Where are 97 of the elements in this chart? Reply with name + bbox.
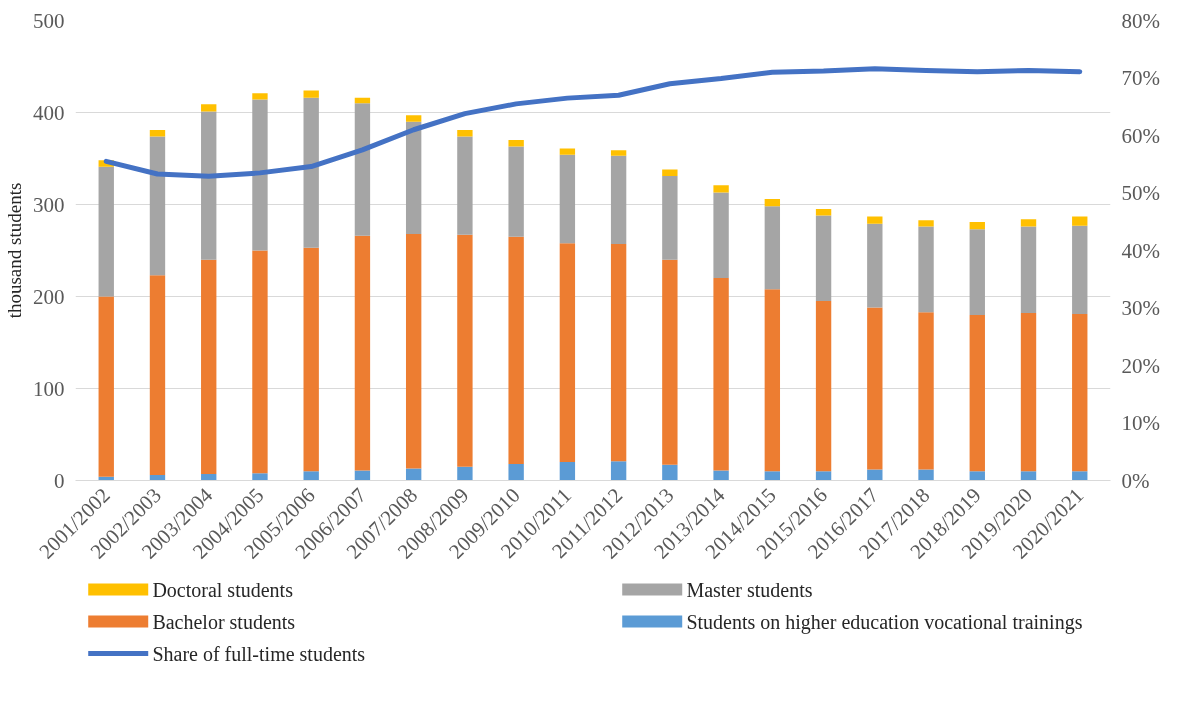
bar	[918, 312, 934, 470]
bar	[303, 90, 319, 98]
bar	[764, 206, 781, 290]
bar	[405, 468, 422, 481]
bar	[1020, 226, 1037, 314]
bar	[1072, 471, 1088, 481]
bar	[815, 301, 832, 472]
bar	[1072, 313, 1088, 472]
bar	[1072, 216, 1088, 226]
bar	[354, 235, 371, 471]
bar	[559, 148, 576, 155]
bar	[662, 259, 678, 465]
bar	[662, 169, 678, 176]
bar	[508, 140, 524, 147]
legend-label: Doctoral students	[152, 578, 294, 601]
bar	[98, 166, 114, 297]
bar	[405, 115, 422, 122]
bar	[98, 296, 114, 477]
bar	[610, 244, 627, 462]
bar	[252, 473, 268, 481]
bar	[303, 247, 319, 472]
y2-tick-label: 20%	[1121, 353, 1160, 378]
bar	[508, 236, 524, 464]
y-axis-title: thousand students	[4, 182, 25, 319]
y-tick-label: 400	[33, 100, 65, 125]
bar	[149, 275, 166, 475]
bar	[764, 198, 781, 207]
bar	[918, 220, 934, 227]
y2-tick-label: 60%	[1121, 123, 1160, 148]
bar	[201, 111, 217, 260]
legend-label: Share of full-time students	[152, 642, 366, 665]
bar	[457, 466, 473, 481]
bar	[1020, 471, 1037, 481]
bar	[662, 464, 678, 481]
bar	[252, 250, 268, 474]
bar	[354, 470, 371, 481]
bar	[713, 185, 729, 193]
y2-tick-label: 30%	[1121, 296, 1160, 320]
legend-label: Bachelor students	[152, 610, 296, 633]
bar	[559, 243, 576, 463]
bar	[867, 216, 883, 224]
bar	[815, 209, 832, 216]
y-tick-label: 0	[54, 468, 65, 493]
bar	[303, 97, 319, 248]
bar	[610, 150, 627, 156]
y-tick-label: 500	[33, 8, 65, 33]
y-tick-label: 100	[33, 376, 65, 401]
bar	[201, 474, 217, 481]
bar	[201, 104, 217, 112]
bar	[662, 175, 678, 260]
bar	[764, 289, 781, 472]
bar	[867, 469, 883, 481]
bar	[969, 229, 985, 315]
bar	[457, 234, 473, 467]
bar	[201, 259, 217, 475]
bar	[969, 221, 985, 230]
bar	[764, 471, 781, 481]
y2-tick-label: 40%	[1121, 238, 1160, 263]
bar	[405, 121, 422, 234]
bar	[610, 461, 627, 481]
bar	[713, 278, 729, 471]
y2-tick-label: 50%	[1121, 181, 1160, 205]
bar	[252, 93, 268, 100]
legend-label: Students on higher education vocational trainings	[686, 610, 1083, 634]
y2-tick-label: 80%	[1121, 8, 1160, 33]
bar	[559, 462, 576, 481]
bar	[405, 233, 422, 469]
bar	[713, 470, 729, 481]
bar	[918, 226, 934, 313]
bar	[867, 223, 883, 308]
y-tick-label: 200	[33, 284, 65, 309]
bar	[969, 471, 985, 481]
bar	[559, 154, 576, 244]
y2-tick-label: 0%	[1121, 468, 1150, 493]
bar	[149, 136, 166, 276]
bar	[303, 471, 319, 481]
bar	[610, 155, 627, 245]
bar	[815, 215, 832, 302]
bar	[457, 136, 473, 235]
bar	[1020, 313, 1037, 472]
bar	[713, 192, 729, 279]
bar	[149, 129, 166, 137]
bar	[1020, 219, 1037, 227]
legend-label: Master students	[686, 578, 813, 601]
bar	[918, 469, 934, 481]
bar	[867, 307, 883, 470]
bar	[508, 463, 524, 481]
bar	[969, 314, 985, 472]
bar	[354, 103, 371, 236]
y2-tick-label: 10%	[1121, 411, 1160, 435]
y-tick-label: 300	[33, 192, 65, 217]
bar	[457, 129, 473, 137]
bar	[1072, 225, 1088, 314]
bar	[815, 471, 832, 481]
y2-tick-label: 70%	[1121, 66, 1160, 90]
bar	[508, 146, 524, 237]
bar	[252, 99, 268, 251]
